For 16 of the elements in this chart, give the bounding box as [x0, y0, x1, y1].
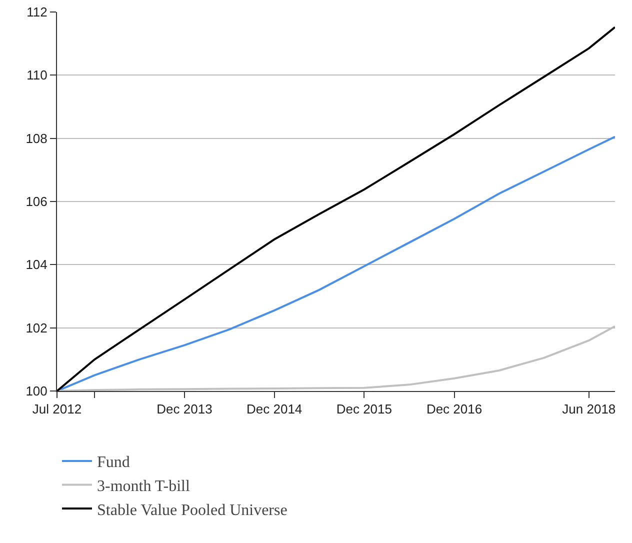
legend-label: 3-month T-bill: [97, 478, 190, 495]
y-tick-label: 100: [26, 384, 48, 399]
y-tick-label: 112: [26, 4, 48, 20]
y-tick-label: 110: [26, 68, 48, 83]
x-tick-label: Dec 2016: [426, 402, 482, 417]
x-tick-label: Dec 2014: [246, 402, 302, 417]
y-tick-label: 108: [26, 130, 48, 146]
y-tick-label: 104: [26, 257, 48, 272]
x-tick-label: Dec 2015: [336, 402, 392, 417]
y-tick-label: 106: [26, 194, 48, 210]
x-tick-label: Jul 2012: [32, 402, 82, 417]
x-tick-label: Jun 2018: [562, 402, 616, 417]
y-tick-label: 102: [26, 320, 48, 336]
legend-label: Stable Value Pooled Universe: [97, 502, 288, 519]
legend-label: Fund: [97, 454, 130, 472]
x-tick-label: Dec 2013: [156, 402, 212, 417]
